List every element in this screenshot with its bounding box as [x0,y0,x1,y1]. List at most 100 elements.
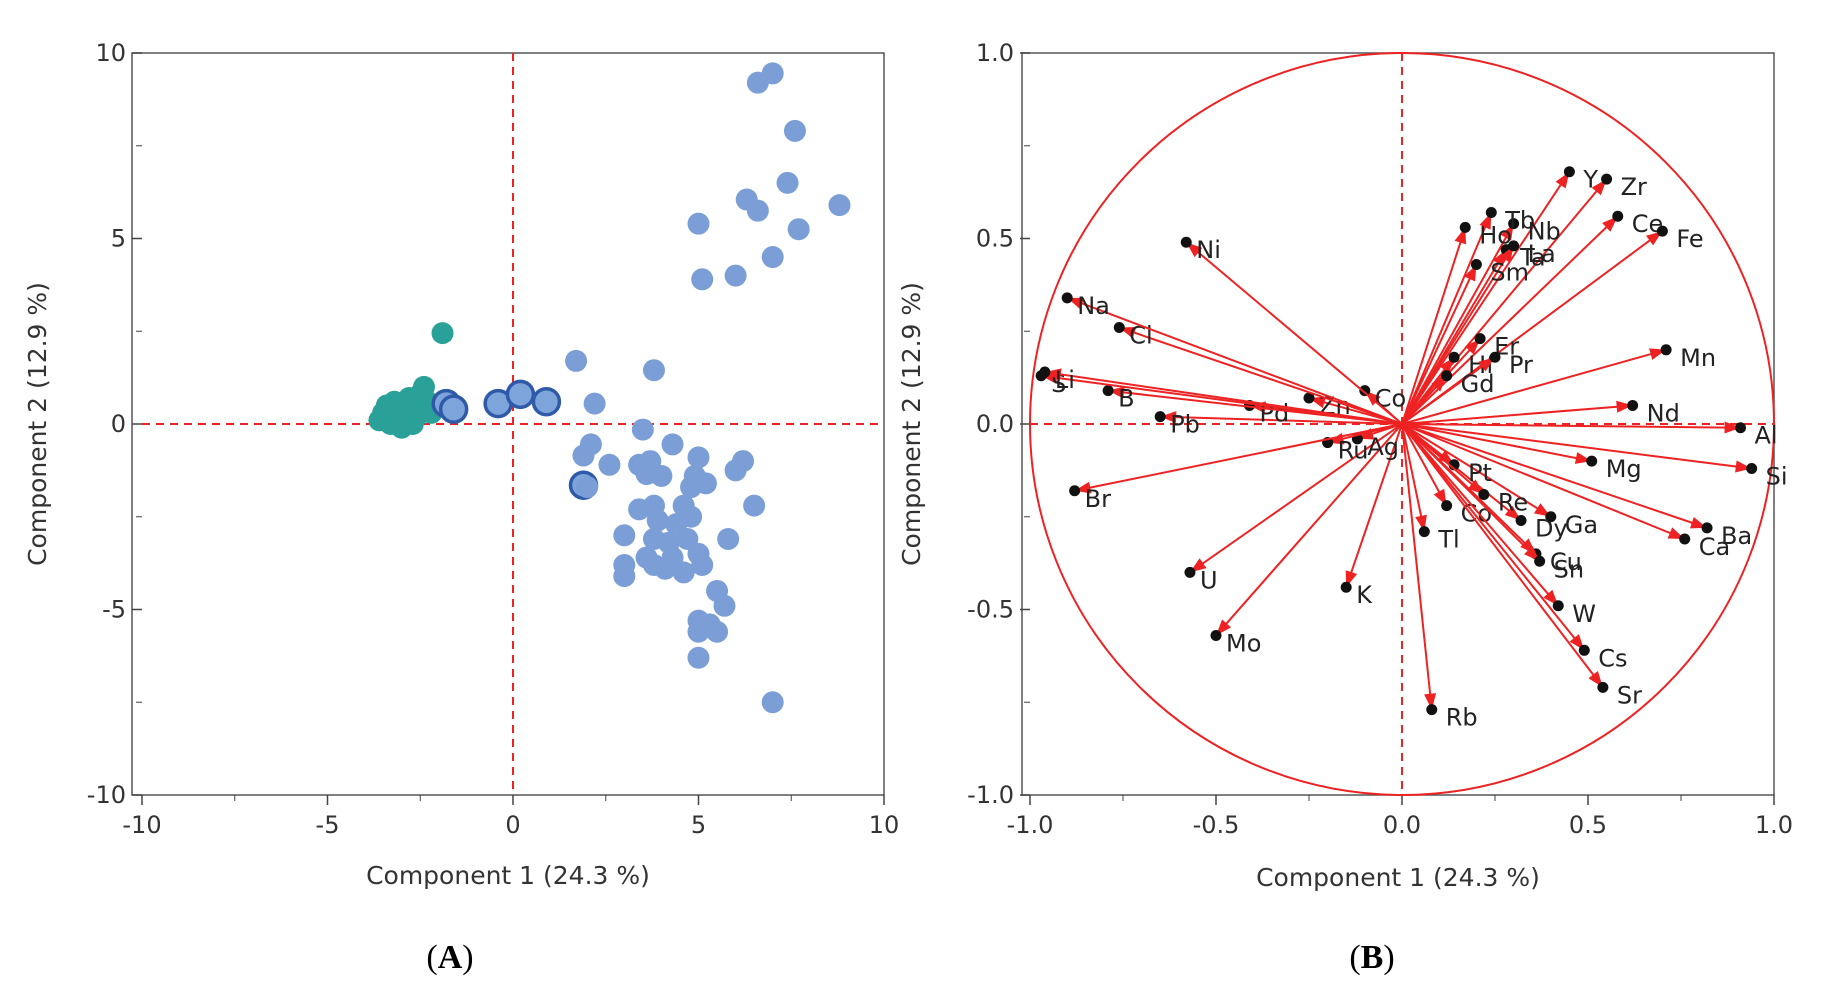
vector-label-li: Li [1055,366,1075,394]
vector-line-pr [1401,356,1496,425]
vector-label-mg: Mg [1606,455,1642,483]
vector-label-tb: Tb [1504,207,1535,235]
data-point-group-3 [691,553,714,576]
vector-arrowhead-nd [1616,400,1633,413]
vector-endpoint-gd [1441,370,1453,382]
data-point-group-3 [583,392,606,415]
vector-label-ni: Ni [1196,236,1221,264]
data-point-group-2 [531,386,562,417]
panel-a-points [368,62,851,714]
vector-label-pb: Pb [1170,411,1200,439]
data-point-group-3 [687,646,710,669]
x-tick-label: 5 [691,811,706,839]
vector-line-u [1189,423,1403,574]
data-point-group-1 [390,416,413,439]
vector-line-rb [1401,423,1433,710]
vector-label-mo: Mo [1226,629,1261,657]
x-tick-label: 0 [505,811,520,839]
data-point-group-3 [576,476,599,499]
vector-label-co: Co [1375,385,1406,413]
vector-label-si: Si [1766,463,1788,491]
vector-label-u: U [1200,566,1218,594]
data-point-group-3 [687,446,710,469]
vector-endpoint-co [1359,385,1371,397]
vector-label-fe: Fe [1676,225,1703,253]
vector-endpoint-tb [1485,207,1497,219]
data-point-group-3 [761,62,784,85]
vector-endpoint-ho [1459,221,1471,233]
panel-b-caption: (B) [1349,939,1394,976]
vector-arrowhead-pb [1160,411,1177,424]
vector-endpoint-ce [1612,210,1624,222]
data-point-group-3 [776,171,799,194]
vector-endpoint-nb [1508,218,1520,230]
vector-label-sn: Sn [1554,555,1584,583]
vector-endpoint-w [1552,600,1564,612]
vector-label-k: K [1356,581,1373,609]
unit-circle [1029,52,1775,796]
y-tick-label: -10 [87,781,126,809]
vector-line-tl [1401,423,1426,532]
vector-line-na [1066,296,1403,425]
vector-endpoint-mn [1660,344,1672,356]
vector-line-re [1401,423,1485,496]
data-point-group-3 [746,199,769,222]
y-tick-label: -5 [102,596,126,624]
vector-label-mn: Mn [1680,344,1716,372]
vector-endpoint-sr [1597,681,1609,693]
vector-label-na: Na [1077,292,1110,320]
vector-endpoint-li [1039,366,1051,378]
vector-endpoint-ba [1701,522,1713,534]
vector-endpoint-hf [1448,351,1460,363]
y-tick-label: 0 [111,410,126,438]
vector-endpoint-pb [1154,411,1166,423]
data-point-group-3 [761,691,784,714]
data-point-group-3 [654,557,677,580]
vector-arrowhead-w [1543,589,1559,606]
vector-label-ga: Ga [1565,511,1598,539]
vector-line-tb [1401,212,1493,425]
vector-label-w: W [1572,600,1596,628]
x-tick-label: -5 [316,811,340,839]
vector-label-ru: Ru [1338,437,1369,465]
vector-endpoint-dy [1515,514,1527,526]
vector-line-mn [1401,348,1667,425]
data-point-group-2 [505,379,536,410]
vector-line-mo [1215,423,1403,637]
data-point-group-3 [687,212,710,235]
data-point-group-3 [613,524,636,547]
vector-line-la [1401,245,1515,425]
vector-line-sr [1401,423,1604,689]
vector-label-pt: Pt [1468,459,1492,487]
vector-endpoint-zr [1601,173,1613,185]
data-point-group-3 [572,444,595,467]
data-point-group-3 [680,505,703,528]
y-tick-label: 5 [111,225,126,253]
vector-line-w [1401,423,1559,607]
vector-label-sm: Sm [1490,258,1529,286]
data-point-group-3 [631,418,654,441]
data-point-group-3 [694,472,717,495]
vector-line-nd [1401,404,1633,425]
vector-arrowhead-er [1464,338,1481,355]
vector-line-pb [1160,415,1403,425]
vector-label-ta: Ta [1519,244,1545,272]
vector-line-nb [1401,223,1515,425]
vector-line-sm [1401,264,1478,425]
panel-a-y-axis-label: Component 2 (12.9 %) [23,282,52,566]
vector-label-tl: Tl [1437,526,1459,554]
data-point-group-3 [598,453,621,476]
vector-endpoint-ga [1545,511,1557,523]
vector-label-cu: Cu [1550,548,1582,576]
panel-a-caption-letter: A [438,939,463,976]
vector-label-ag: Ag [1367,433,1399,461]
panel-a: Component 1 (24.3 %) Component 2 (12.9 %… [23,39,899,976]
vector-arrowhead-gd [1431,375,1447,392]
vector-line-cs [1401,423,1586,651]
vector-label-al: Al [1755,422,1778,450]
data-point-group-3 [828,194,851,217]
vector-line-si [1401,423,1752,470]
data-point-group-3 [724,264,747,287]
data-point-group-3 [787,218,810,241]
